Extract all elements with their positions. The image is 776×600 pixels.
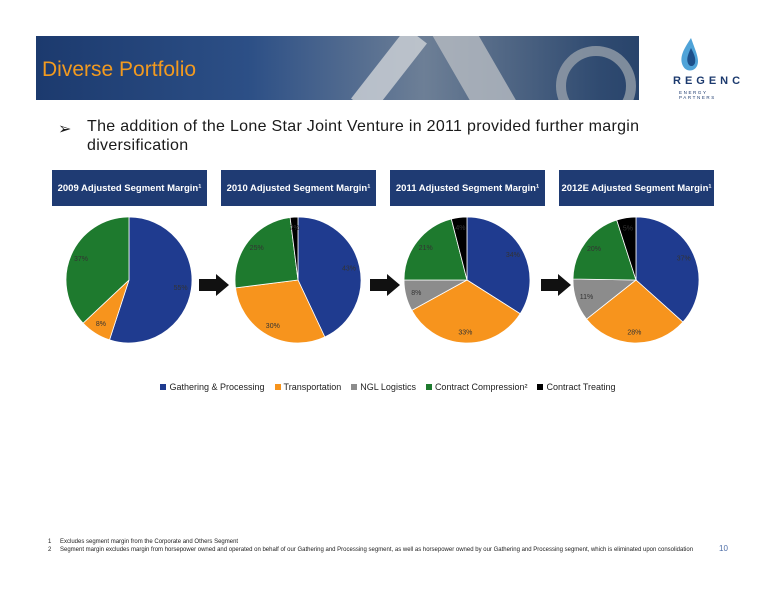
pipe-decoration xyxy=(556,46,636,100)
pie-slice-transportation xyxy=(586,279,684,344)
pie-slice-compression xyxy=(403,218,468,281)
legend-item-treating: Contract Treating xyxy=(537,382,616,392)
footnote: 2 Segment margin excludes margin from ho… xyxy=(48,546,708,554)
pie-value-label: 33% xyxy=(458,329,472,336)
legend-item-transportation: Transportation xyxy=(274,382,342,392)
pie-value-label: 28% xyxy=(627,329,641,336)
legend-item-compression: Contract Compression² xyxy=(425,382,528,392)
pie-value-label: 8% xyxy=(96,321,106,328)
legend-label: Contract Treating xyxy=(546,382,616,392)
right-arrow-icon xyxy=(370,274,400,296)
legend-swatch xyxy=(274,384,281,390)
pie-value-label: 5% xyxy=(623,225,633,232)
footnote-number: 2 xyxy=(48,547,52,553)
regency-logo: REGENCY ENERGY PARTNERS xyxy=(639,36,742,100)
pie-slice-treating xyxy=(289,216,299,281)
legend-label: Gathering & Processing xyxy=(169,382,265,392)
chart-legend: Gathering & Processing Transportation NG… xyxy=(0,382,776,392)
pie-value-label: 55% xyxy=(174,285,188,292)
flame-icon xyxy=(681,38,699,71)
pie-value-label: 37% xyxy=(74,256,88,263)
bullet-text: The addition of the Lone Star Joint Vent… xyxy=(87,118,640,154)
footnote-text: Segment margin excludes margin from hors… xyxy=(60,547,694,553)
pie-slice-compression xyxy=(65,216,130,324)
pie-slice-gathering xyxy=(635,216,700,323)
pipe-decoration xyxy=(431,36,521,100)
pie-slice-transportation xyxy=(235,279,326,344)
pie-value-label: 11% xyxy=(580,294,594,301)
chart-title-2010: 2010 Adjusted Segment Margin¹ xyxy=(221,170,376,206)
header-banner: Diverse Portfolio REGENCY ENERGY PARTNER… xyxy=(36,36,742,100)
legend-item-gathering: Gathering & Processing xyxy=(160,382,265,392)
legend-swatch xyxy=(351,384,358,390)
legend-label: Contract Compression² xyxy=(434,382,528,392)
chart-title-2012e: 2012E Adjusted Segment Margin¹ xyxy=(559,170,714,206)
pie-value-label: 2% xyxy=(290,225,300,232)
bullet-arrow-icon: ➢ xyxy=(58,121,72,138)
footnotes: 1 Excludes segment margin from the Corpo… xyxy=(48,538,708,554)
logo-subtitle: ENERGY PARTNERS xyxy=(679,90,716,100)
pie-chart-2009: 55% 8% 37% xyxy=(65,216,193,344)
pie-value-label: 8% xyxy=(411,290,421,297)
legend-swatch xyxy=(537,384,544,390)
pie-slice-treating xyxy=(616,216,637,281)
pie-slice-compression xyxy=(572,219,637,281)
pie-chart-2012e: 37% 28% 11% 20% 5% xyxy=(572,216,700,344)
legend-label: Transportation xyxy=(283,382,342,392)
pie-value-label: 21% xyxy=(419,245,433,252)
pie-value-label: 4% xyxy=(455,225,465,232)
page-title: Diverse Portfolio xyxy=(42,58,197,81)
legend-item-ngl: NGL Logistics xyxy=(351,382,416,392)
pie-value-label: 20% xyxy=(587,246,601,253)
pie-chart-2011: 34% 33% 8% 21% 4% xyxy=(403,216,531,344)
logo-name: REGENCY xyxy=(673,75,742,87)
legend-label: NGL Logistics xyxy=(360,382,416,392)
pie-value-label: 43% xyxy=(342,266,356,273)
footnote-text: Excludes segment margin from the Corpora… xyxy=(60,539,239,545)
legend-swatch xyxy=(425,384,432,390)
footnote-number: 1 xyxy=(48,539,52,545)
pipe-decoration xyxy=(351,36,427,100)
pie-slice-gathering xyxy=(109,216,193,344)
pie-slice-compression xyxy=(234,217,299,289)
right-arrow-icon xyxy=(541,274,571,296)
right-arrow-icon xyxy=(199,274,229,296)
pie-value-label: 25% xyxy=(250,245,264,252)
pie-value-label: 37% xyxy=(677,256,691,263)
pie-slice-treating xyxy=(450,216,468,281)
pie-value-label: 30% xyxy=(266,323,280,330)
chart-title-2011: 2011 Adjusted Segment Margin¹ xyxy=(390,170,545,206)
footnote: 1 Excludes segment margin from the Corpo… xyxy=(48,538,708,546)
pie-value-label: 34% xyxy=(506,252,520,259)
page-number: 10 xyxy=(719,544,728,553)
pie-chart-2010: 43% 30% 25% 2% xyxy=(234,216,362,344)
chart-title-2009: 2009 Adjusted Segment Margin¹ xyxy=(52,170,207,206)
pie-slice-gathering xyxy=(297,216,362,338)
legend-swatch xyxy=(160,384,167,390)
